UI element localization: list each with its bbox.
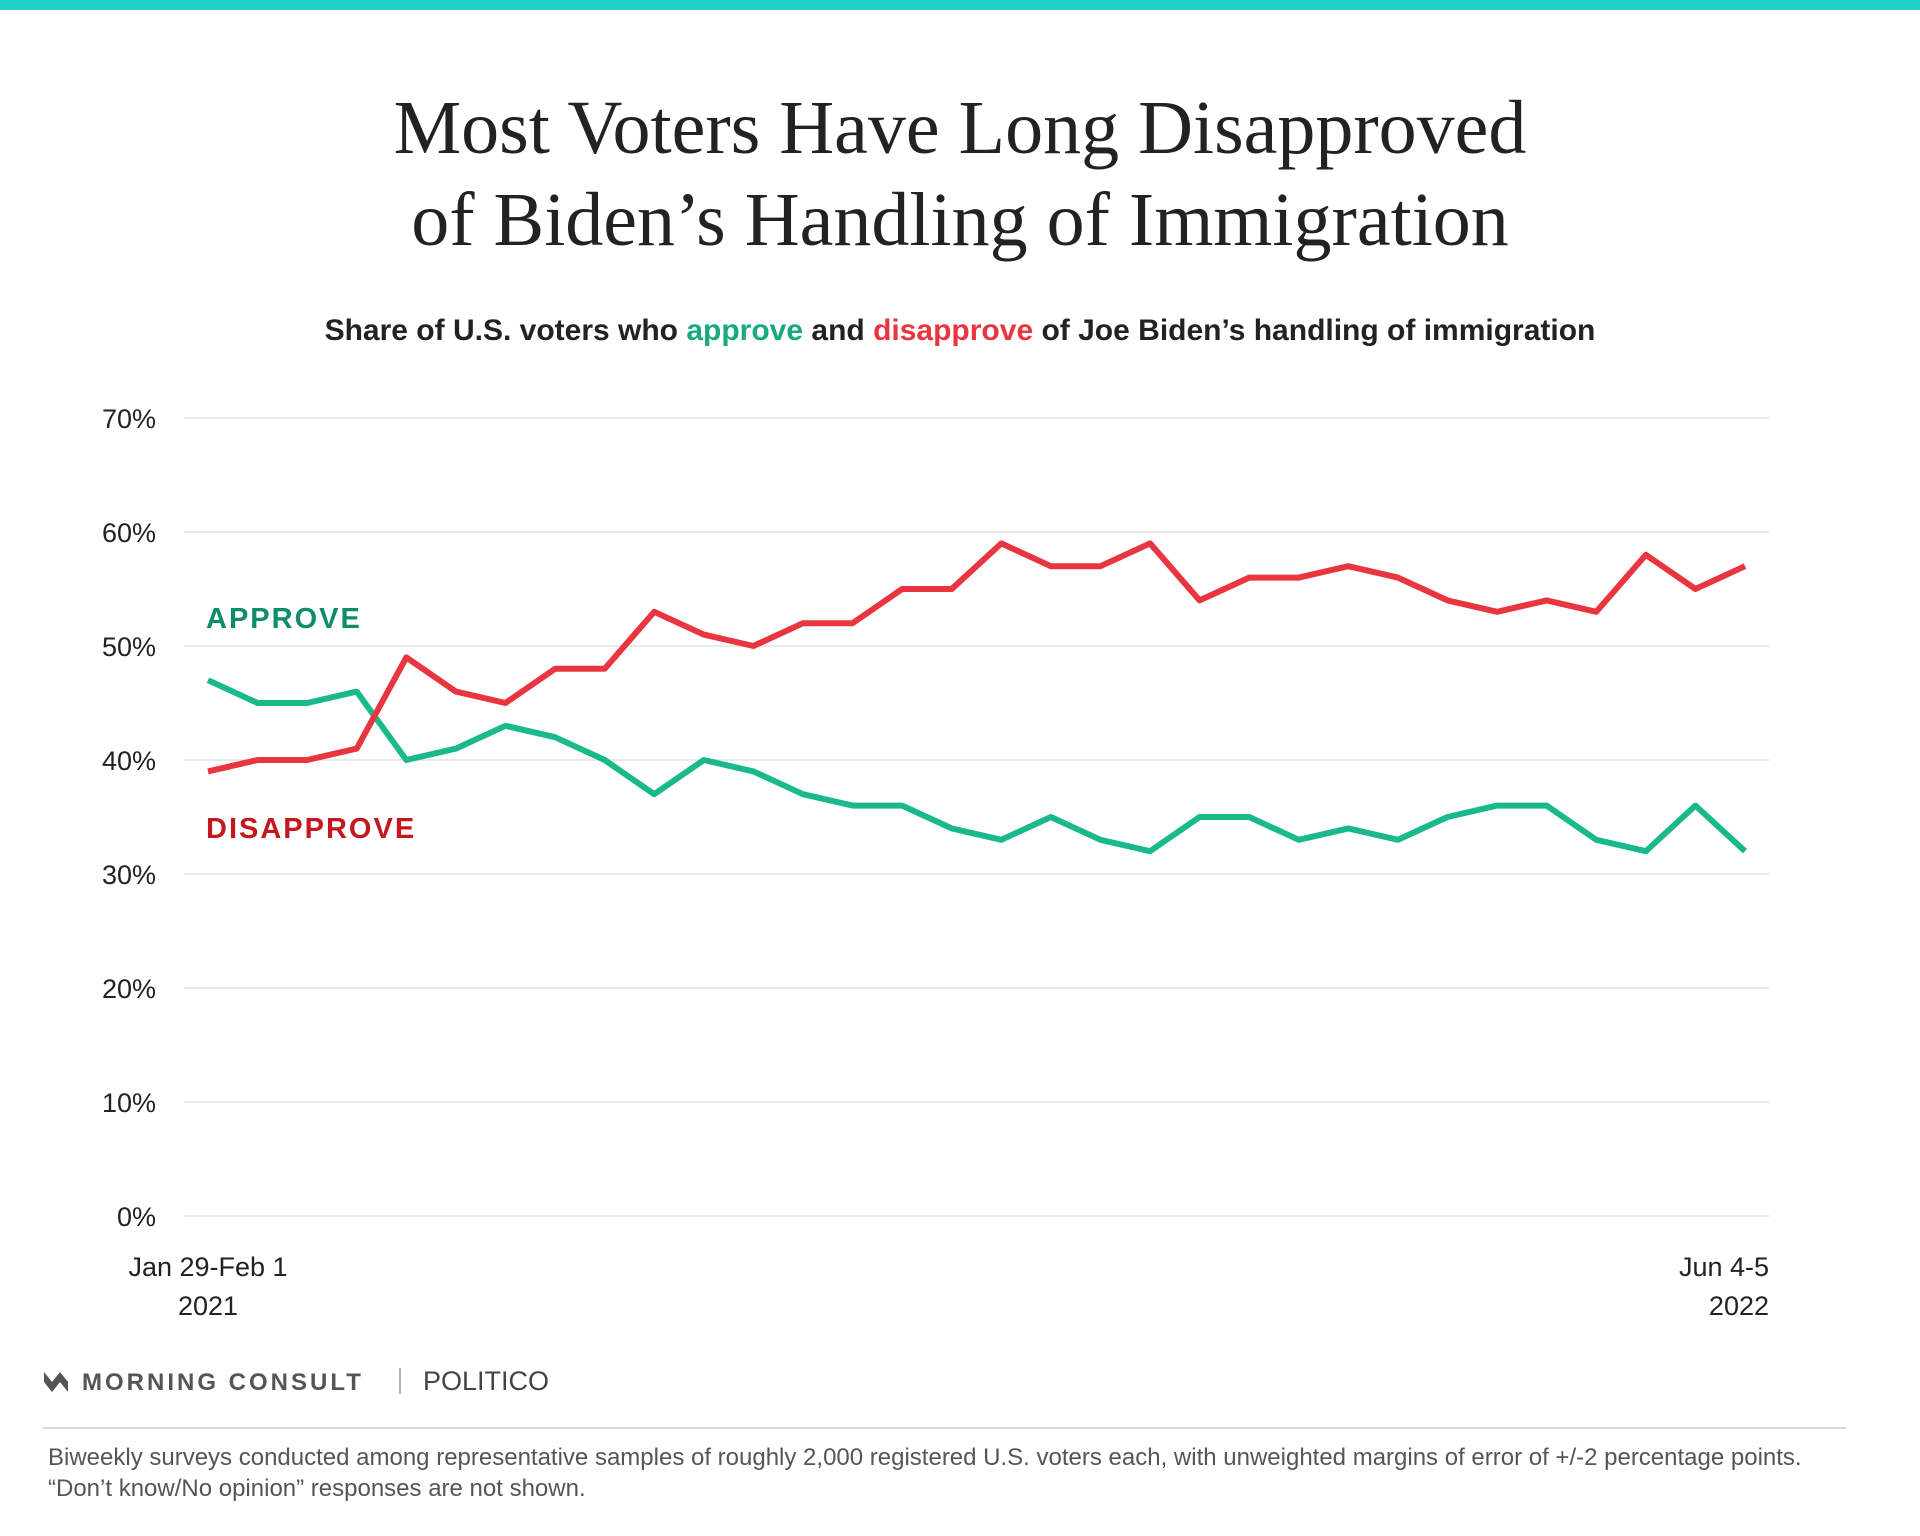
- series-label: APPROVE: [206, 603, 362, 635]
- top-bar: [0, 0, 1920, 10]
- y-tick-label: 30%: [102, 860, 156, 890]
- source-politico: POLITICO: [423, 1366, 549, 1396]
- subtitle-text: and: [803, 314, 873, 347]
- y-tick-label: 50%: [102, 632, 156, 662]
- subtitle-text: Share of U.S. voters who: [325, 314, 687, 347]
- source-morning-consult: MORNING CONSULT: [82, 1369, 364, 1396]
- chart-title: Most Voters Have Long Disapproved: [394, 86, 1527, 170]
- subtitle-text: of Joe Biden’s handling of immigration: [1033, 314, 1595, 347]
- note-box: Biweekly surveys conducted among represe…: [48, 1444, 1802, 1502]
- y-tick-label: 40%: [102, 746, 156, 776]
- logo: MORNING CONSULT POLITICO: [44, 1366, 549, 1396]
- x-tick-line: Jan 29-Feb 1: [128, 1252, 287, 1282]
- y-tick-label: 10%: [102, 1088, 156, 1118]
- x-tick-label: Jun 4-5 2022: [1679, 1252, 1769, 1321]
- series-line: [206, 677, 1748, 855]
- x-tick-line: 2022: [1709, 1291, 1769, 1321]
- y-tick-label: 0%: [117, 1202, 156, 1232]
- y-tick-label: 60%: [102, 518, 156, 548]
- subtitle-disapprove: disapprove: [873, 314, 1033, 347]
- logo-icon: [44, 1372, 68, 1392]
- chart-title: of Biden’s Handling of Immigration: [411, 178, 1509, 262]
- x-tick-label: Jan 29-Feb 1 2021: [128, 1252, 287, 1321]
- x-tick-line: Jun 4-5: [1679, 1252, 1769, 1282]
- series-label: DISAPPROVE: [206, 813, 416, 845]
- y-tick-label: 20%: [102, 974, 156, 1004]
- series-line: [207, 540, 1747, 775]
- note: Biweekly surveys conducted among represe…: [48, 1444, 1802, 1502]
- y-tick-label: 70%: [102, 404, 156, 434]
- subtitle: Share of U.S. voters who approve and dis…: [325, 314, 1596, 347]
- x-tick-line: 2021: [178, 1291, 238, 1321]
- subtitle-approve: approve: [686, 314, 803, 347]
